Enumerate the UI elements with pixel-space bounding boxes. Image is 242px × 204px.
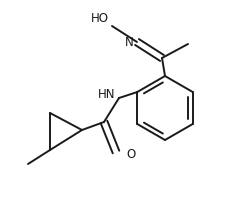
Text: HO: HO <box>91 11 109 24</box>
Text: HN: HN <box>98 89 115 102</box>
Text: O: O <box>126 149 135 162</box>
Text: N: N <box>125 35 134 49</box>
